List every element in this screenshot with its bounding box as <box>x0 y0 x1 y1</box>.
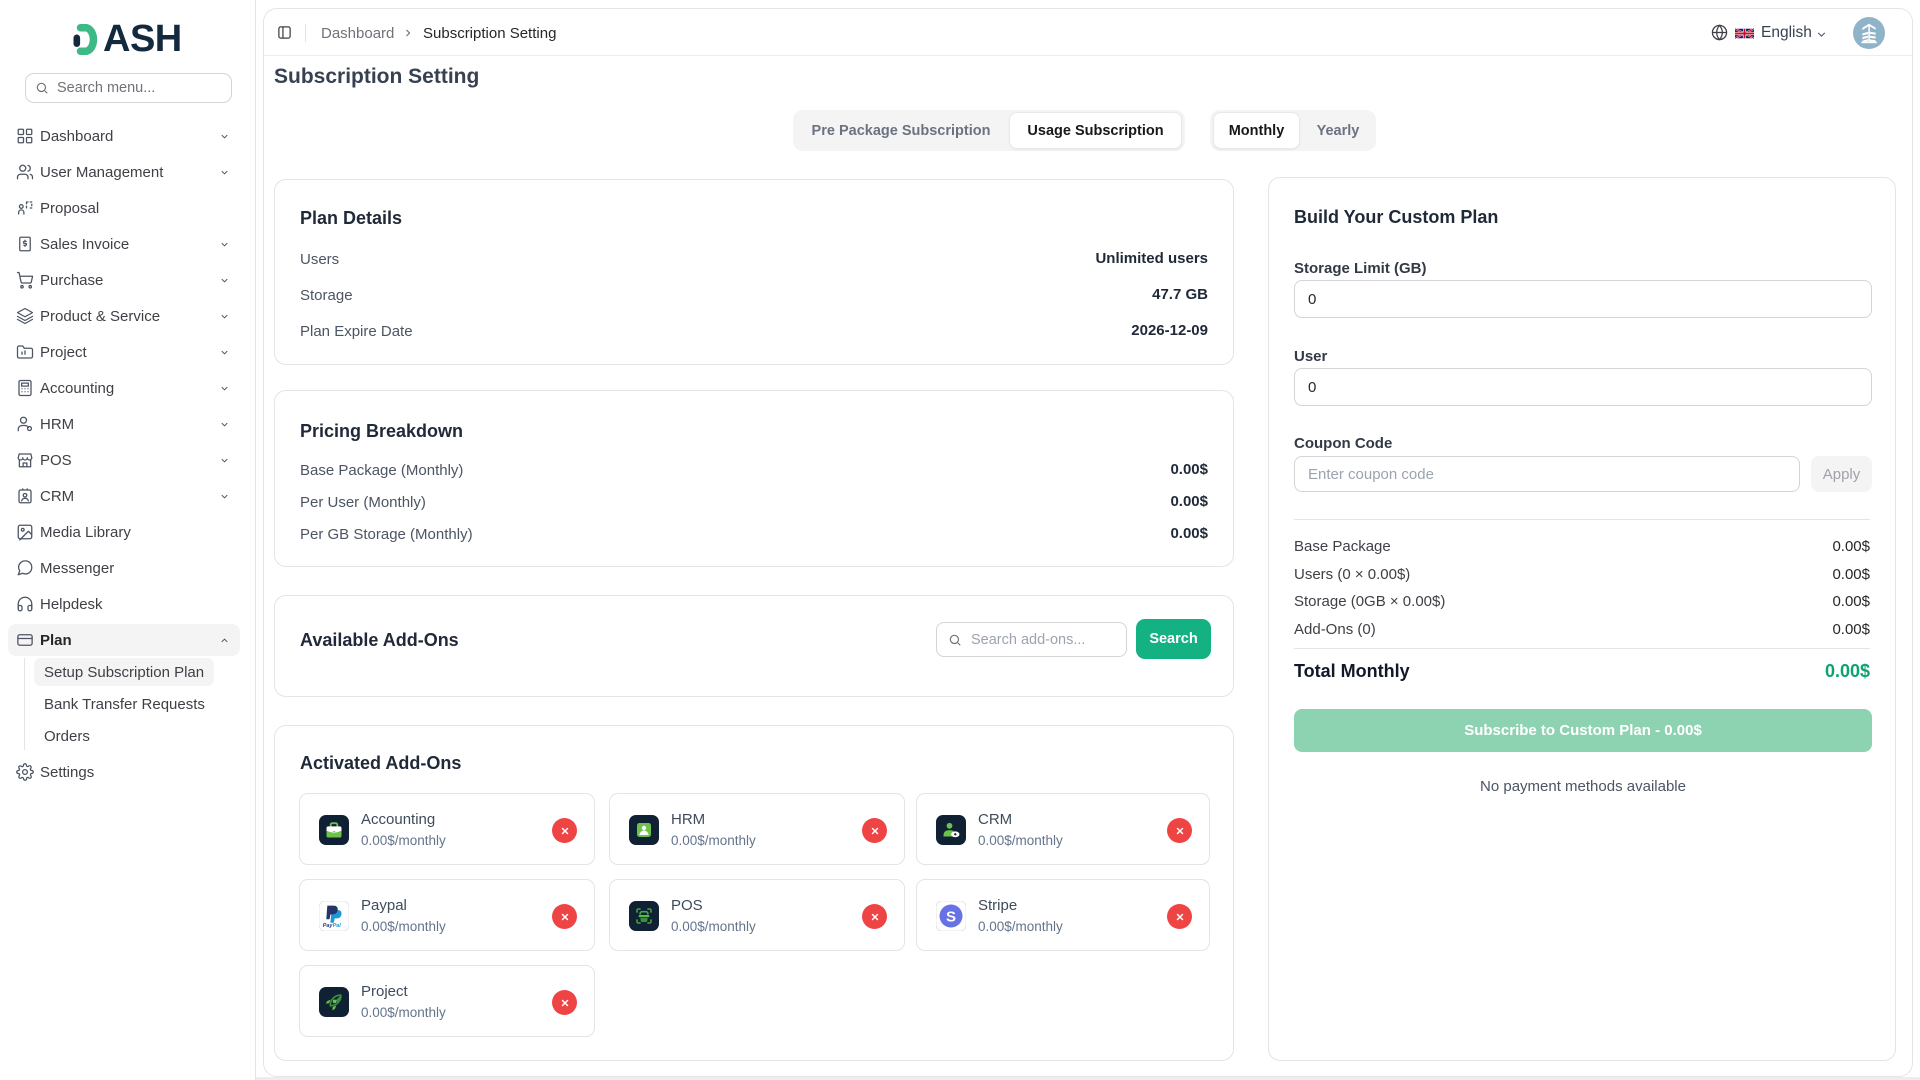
svg-text:Pay: Pay <box>323 923 334 929</box>
svg-text:S: S <box>946 909 956 926</box>
svg-text:Pal: Pal <box>333 923 342 929</box>
